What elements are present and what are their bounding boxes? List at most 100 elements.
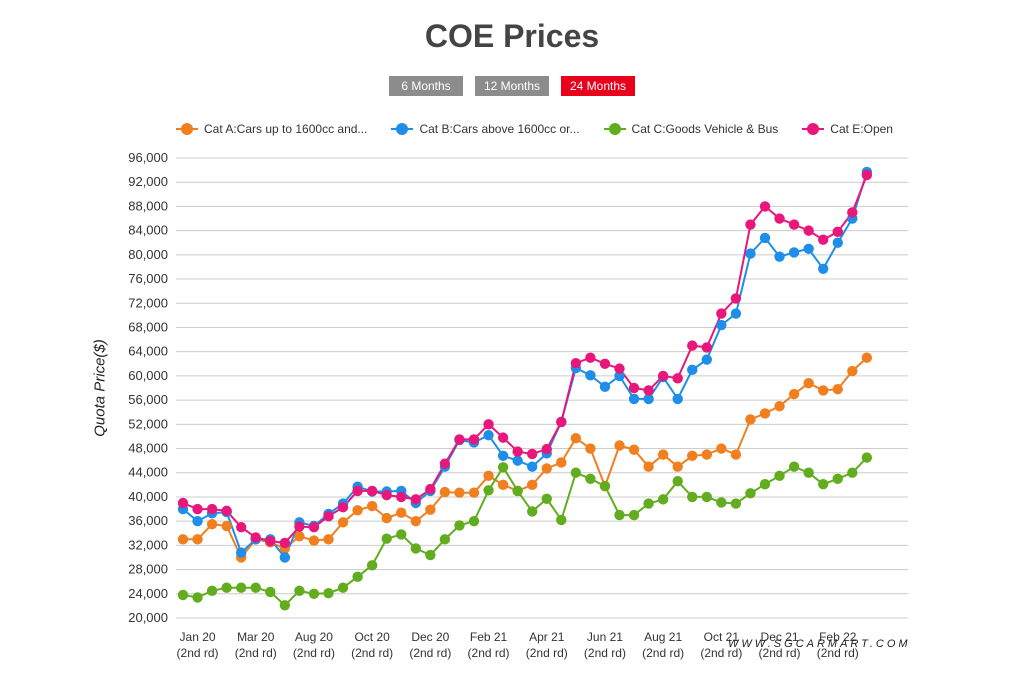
data-point bbox=[425, 483, 436, 495]
data-point bbox=[352, 571, 363, 583]
data-point bbox=[774, 251, 785, 262]
data-point bbox=[192, 515, 203, 527]
data-point bbox=[672, 393, 683, 405]
legend-item-cat-e[interactable]: Cat E:Open bbox=[802, 122, 893, 136]
legend-item-cat-a[interactable]: Cat A:Cars up to 1600cc and... bbox=[176, 122, 367, 136]
data-point bbox=[701, 354, 712, 365]
data-point bbox=[628, 509, 640, 521]
data-point bbox=[818, 263, 829, 274]
data-point bbox=[570, 433, 582, 444]
x-tick-sublabel: (2nd rd) bbox=[817, 646, 859, 660]
data-point bbox=[177, 589, 189, 601]
y-tick-label: 28,000 bbox=[128, 562, 168, 577]
data-point bbox=[599, 358, 611, 369]
data-point bbox=[337, 582, 349, 593]
data-point bbox=[643, 461, 654, 472]
data-point bbox=[687, 450, 698, 461]
y-tick-label: 44,000 bbox=[128, 465, 168, 480]
tab-24-months[interactable]: 24 Months bbox=[561, 76, 635, 96]
data-point bbox=[527, 506, 538, 517]
data-point bbox=[206, 503, 218, 515]
chart-legend: Cat A:Cars up to 1600cc and... Cat B:Car… bbox=[176, 122, 936, 136]
data-point bbox=[279, 600, 291, 611]
data-point bbox=[206, 585, 218, 596]
x-tick-label: Oct 20 bbox=[354, 630, 390, 644]
legend-item-cat-b[interactable]: Cat B:Cars above 1600cc or... bbox=[391, 122, 580, 136]
y-tick-label: 20,000 bbox=[128, 610, 168, 625]
data-point bbox=[294, 585, 305, 596]
data-point bbox=[788, 388, 800, 400]
x-tick-label: Mar 20 bbox=[237, 630, 275, 644]
data-point bbox=[410, 515, 421, 527]
tab-12-months[interactable]: 12 Months bbox=[475, 76, 549, 96]
data-point bbox=[192, 503, 203, 515]
legend-marker-cat-c bbox=[603, 123, 626, 135]
data-point bbox=[570, 357, 582, 369]
data-point bbox=[396, 507, 407, 518]
data-point bbox=[279, 537, 291, 549]
data-point bbox=[803, 243, 814, 254]
data-point bbox=[483, 419, 494, 430]
x-tick-sublabel: (2nd rd) bbox=[700, 646, 742, 660]
data-point bbox=[730, 498, 742, 509]
tab-6-months[interactable]: 6 Months bbox=[389, 76, 463, 96]
data-point bbox=[585, 370, 596, 381]
data-point bbox=[410, 494, 421, 505]
data-point bbox=[177, 534, 189, 545]
data-point bbox=[745, 414, 756, 425]
data-point bbox=[381, 533, 392, 544]
data-point bbox=[454, 487, 465, 498]
data-point bbox=[265, 586, 276, 598]
data-point bbox=[774, 470, 785, 481]
data-point bbox=[250, 532, 261, 543]
data-point bbox=[366, 500, 378, 512]
data-point bbox=[861, 352, 873, 363]
data-point bbox=[687, 491, 698, 503]
data-point bbox=[614, 440, 625, 451]
legend-item-cat-c[interactable]: Cat C:Goods Vehicle & Bus bbox=[603, 122, 778, 136]
data-point bbox=[527, 448, 538, 460]
data-point bbox=[788, 461, 800, 472]
data-point bbox=[861, 452, 873, 463]
data-point bbox=[323, 534, 334, 545]
data-point bbox=[512, 455, 523, 466]
data-point bbox=[497, 462, 509, 473]
data-point bbox=[657, 370, 669, 382]
data-point bbox=[221, 520, 232, 532]
x-tick-label: Feb 22 bbox=[819, 630, 857, 644]
data-point bbox=[818, 234, 829, 245]
x-tick-sublabel: (2nd rd) bbox=[293, 646, 335, 660]
data-point bbox=[279, 552, 291, 563]
data-point bbox=[599, 381, 611, 392]
data-point bbox=[497, 432, 509, 443]
data-point bbox=[774, 213, 785, 224]
legend-marker-cat-e bbox=[802, 123, 825, 135]
data-point bbox=[454, 520, 465, 531]
data-point bbox=[265, 535, 276, 547]
data-point bbox=[803, 467, 814, 478]
x-tick-sublabel: (2nd rd) bbox=[759, 646, 801, 660]
data-point bbox=[439, 458, 451, 469]
y-tick-label: 76,000 bbox=[128, 271, 168, 286]
data-point bbox=[454, 434, 465, 445]
data-point bbox=[759, 201, 771, 212]
data-point bbox=[716, 308, 727, 319]
data-point bbox=[730, 449, 742, 460]
legend-label-cat-b: Cat B:Cars above 1600cc or... bbox=[419, 122, 580, 136]
data-point bbox=[425, 504, 436, 515]
data-point bbox=[497, 450, 509, 461]
legend-label-cat-a: Cat A:Cars up to 1600cc and... bbox=[204, 122, 368, 136]
data-point bbox=[861, 169, 873, 181]
data-point bbox=[541, 443, 552, 455]
x-tick-label: Jun 21 bbox=[587, 630, 623, 644]
data-point bbox=[483, 470, 494, 481]
data-point bbox=[439, 486, 451, 498]
y-axis-label: Quota Price($) bbox=[91, 339, 109, 437]
data-point bbox=[206, 518, 218, 530]
data-point bbox=[672, 373, 683, 384]
data-point bbox=[366, 485, 378, 497]
data-point bbox=[192, 592, 203, 603]
data-point bbox=[527, 461, 538, 472]
x-tick-sublabel: (2nd rd) bbox=[235, 646, 277, 660]
x-tick-label: Aug 20 bbox=[295, 630, 333, 644]
